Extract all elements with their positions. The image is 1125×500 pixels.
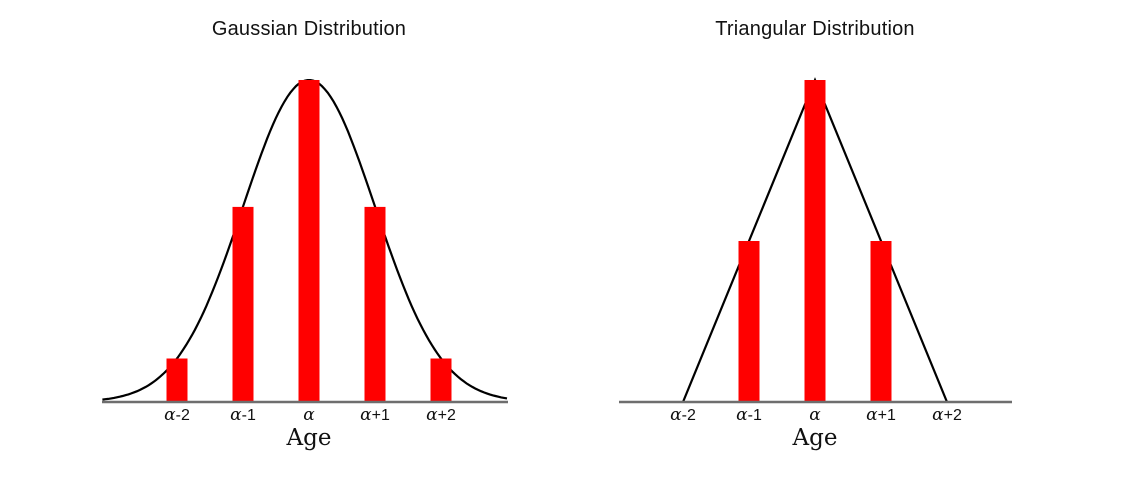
gaussian-bar-2 bbox=[232, 206, 254, 402]
gaussian-bar-1 bbox=[166, 358, 188, 402]
gaussian-bar-3 bbox=[298, 80, 320, 402]
gaussian-tick-label-3: α bbox=[303, 407, 314, 424]
alpha-symbol: α bbox=[866, 405, 878, 425]
triangular-plot bbox=[619, 77, 1012, 404]
alpha-symbol: α bbox=[932, 405, 944, 425]
alpha-symbol: α bbox=[426, 405, 438, 425]
gaussian-bar-4 bbox=[364, 206, 386, 402]
alpha-symbol: α bbox=[670, 405, 682, 425]
gaussian-plot bbox=[102, 79, 508, 404]
gaussian-bar-5 bbox=[430, 358, 452, 402]
triangular-x-axis-label: Age bbox=[792, 425, 838, 451]
alpha-symbol: α bbox=[809, 405, 821, 425]
alpha-symbol: α bbox=[164, 405, 176, 425]
gaussian-x-axis-label: Age bbox=[286, 425, 332, 451]
gaussian-tick-label-2: α-1 bbox=[230, 405, 256, 425]
triangular-chart-title: Triangular Distribution bbox=[715, 18, 915, 40]
alpha-symbol: α bbox=[230, 405, 242, 425]
gaussian-tick-label-4: α+1 bbox=[360, 405, 390, 425]
gaussian-chart-title: Gaussian Distribution bbox=[211, 18, 407, 40]
alpha-symbol: α bbox=[736, 405, 748, 425]
alpha-symbol: α bbox=[360, 405, 372, 425]
triangular-tick-label-2: α-1 bbox=[736, 405, 762, 425]
triangular-bar-4 bbox=[870, 241, 892, 402]
triangular-tick-label-1: α-2 bbox=[670, 405, 696, 425]
alpha-symbol: α bbox=[303, 405, 315, 425]
triangular-tick-label-4: α+1 bbox=[866, 405, 896, 425]
gaussian-tick-label-5: α+2 bbox=[426, 405, 456, 425]
triangular-tick-label-3: α bbox=[809, 407, 820, 424]
gaussian-tick-label-1: α-2 bbox=[164, 405, 190, 425]
triangular-bar-3 bbox=[804, 80, 826, 402]
triangular-tick-label-5: α+2 bbox=[932, 405, 962, 425]
triangular-bar-2 bbox=[738, 241, 760, 402]
